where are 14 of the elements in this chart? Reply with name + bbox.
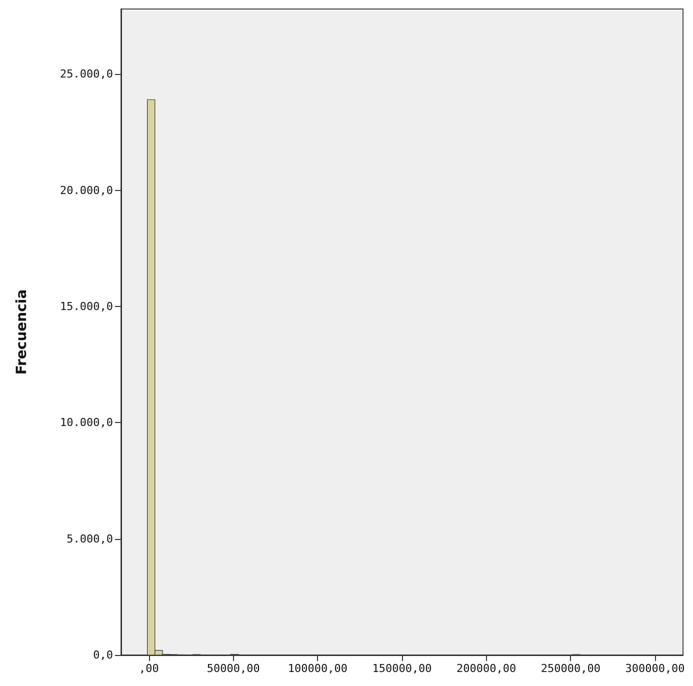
y-tick-label: 0,0 (93, 648, 113, 662)
y-tick-label: 25.000,0 (60, 68, 113, 81)
x-tick-label: 250000,00 (540, 662, 600, 675)
x-tick-label: 150000,00 (372, 662, 432, 675)
x-tick-label: 50000,00 (206, 662, 260, 675)
y-tick-label: 20.000,0 (60, 184, 113, 197)
y-tick-label: 5.000,0 (66, 532, 113, 546)
x-tick-label: 200000,00 (456, 662, 516, 675)
y-axis-title: Frecuencia (14, 289, 30, 375)
x-tick-label: 300000,00 (625, 662, 685, 675)
x-tick-label: ,00 (139, 662, 159, 675)
y-tick-label: 15.000,0 (60, 300, 113, 313)
x-tick-label: 100000,00 (288, 662, 348, 675)
y-tick-label: 10.000,0 (60, 416, 113, 430)
